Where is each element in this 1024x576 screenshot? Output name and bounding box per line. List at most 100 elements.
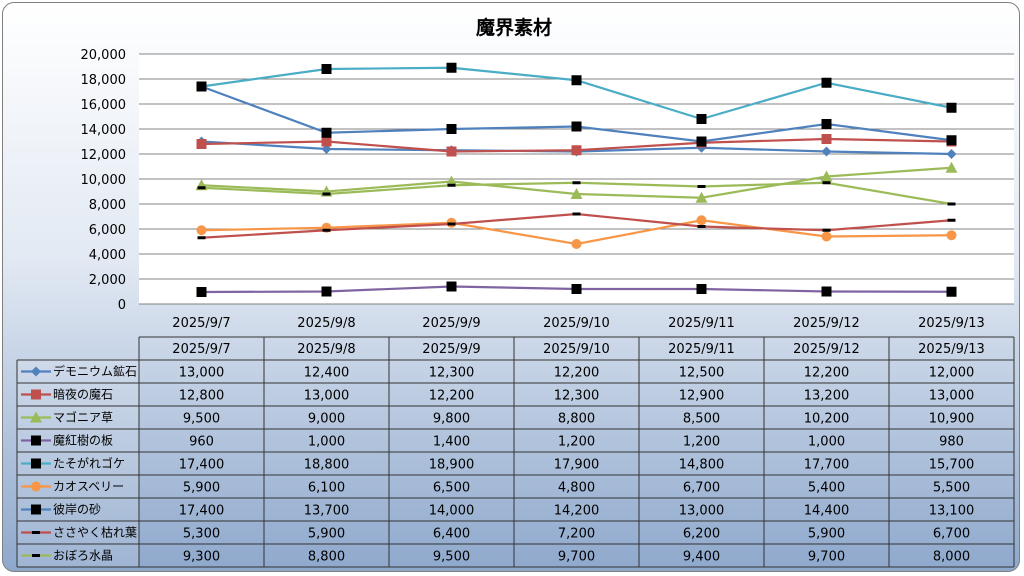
table-cell: 8,000 bbox=[933, 550, 970, 565]
x-tick-label: 2025/9/9 bbox=[422, 316, 480, 331]
data-point bbox=[820, 170, 833, 182]
data-point bbox=[196, 287, 207, 297]
table-cell: 14,200 bbox=[554, 504, 600, 519]
data-point bbox=[572, 212, 581, 216]
table-cell: 5,300 bbox=[183, 527, 220, 542]
table-header-cell: 2025/9/13 bbox=[918, 342, 985, 357]
table-cell: 13,000 bbox=[929, 389, 975, 404]
table-cell: 10,900 bbox=[929, 412, 975, 427]
data-point bbox=[946, 102, 957, 113]
series-group bbox=[197, 212, 956, 240]
data-point bbox=[571, 284, 582, 294]
series-group bbox=[196, 281, 957, 297]
legend-key bbox=[21, 554, 51, 557]
table-cell: 13,200 bbox=[804, 389, 850, 404]
legend-key bbox=[21, 435, 51, 446]
table-header-cell: 2025/9/10 bbox=[543, 342, 610, 357]
series-lines bbox=[195, 62, 958, 297]
table-cell: 9,500 bbox=[433, 550, 470, 565]
table-cell: 18,900 bbox=[429, 458, 475, 473]
y-tick-label: 14,000 bbox=[81, 123, 127, 138]
table-cell: 9,000 bbox=[308, 412, 345, 427]
y-tick-label: 8,000 bbox=[89, 198, 126, 213]
legend-marker bbox=[32, 531, 40, 534]
table-cell: 9,800 bbox=[433, 412, 470, 427]
table-cell: 17,900 bbox=[554, 458, 600, 473]
table-cell: 5,500 bbox=[933, 481, 970, 496]
table-cell: 13,000 bbox=[304, 389, 350, 404]
x-axis-ticks: 2025/9/7 2025/9/8 2025/9/9 2025/9/10 2025/9/… bbox=[172, 316, 985, 331]
y-tick-label: 16,000 bbox=[81, 98, 127, 113]
table-cell: 12,900 bbox=[679, 389, 725, 404]
table-cell: 5,900 bbox=[183, 481, 220, 496]
data-point bbox=[321, 127, 332, 138]
y-tick-label: 2,000 bbox=[89, 273, 126, 288]
table-cell: 5,900 bbox=[808, 527, 845, 542]
table-cell: 1,200 bbox=[558, 435, 595, 450]
data-point bbox=[322, 192, 331, 196]
table-cell: 8,800 bbox=[308, 550, 345, 565]
table-cell: 8,800 bbox=[558, 412, 595, 427]
x-tick-label: 2025/9/7 bbox=[172, 316, 230, 331]
legend-label: カオスベリー bbox=[53, 480, 124, 494]
data-point bbox=[821, 119, 832, 129]
table-cell: 12,200 bbox=[554, 366, 600, 381]
data-point bbox=[321, 136, 332, 147]
y-tick-label: 0 bbox=[118, 298, 126, 313]
data-point bbox=[696, 114, 707, 124]
table-header-cell: 2025/9/11 bbox=[668, 342, 735, 357]
table-cell: 980 bbox=[939, 435, 964, 450]
table-cell: 12,400 bbox=[304, 366, 350, 381]
legend-label: デモニウム鉱石 bbox=[53, 364, 137, 379]
chart-title: 魔界素材 bbox=[476, 16, 552, 39]
table-cell: 6,200 bbox=[683, 527, 720, 542]
data-point bbox=[947, 202, 956, 206]
table-cell: 13,000 bbox=[679, 504, 725, 519]
table-cell: 8,500 bbox=[683, 412, 720, 427]
table-cell: 17,700 bbox=[804, 458, 850, 473]
table-cell: 15,700 bbox=[929, 458, 975, 473]
legend-key bbox=[21, 389, 51, 400]
table-header-cell: 2025/9/12 bbox=[793, 342, 860, 357]
table-cell: 12,200 bbox=[429, 389, 475, 404]
data-point bbox=[571, 239, 582, 249]
y-tick-label: 12,000 bbox=[81, 148, 127, 163]
table-cell: 1,200 bbox=[683, 435, 720, 450]
data-point bbox=[821, 231, 832, 242]
table-cell: 14,400 bbox=[804, 504, 850, 519]
series-group bbox=[196, 81, 957, 147]
legend-marker bbox=[31, 458, 41, 469]
legend-label: 魔紅樹の板 bbox=[53, 433, 113, 448]
data-point bbox=[446, 62, 457, 73]
table-cell: 17,400 bbox=[179, 504, 225, 519]
table-cell: 17,400 bbox=[179, 458, 225, 473]
x-tick-label: 2025/9/12 bbox=[793, 316, 860, 331]
y-tick-label: 18,000 bbox=[81, 73, 127, 88]
legend-marker bbox=[30, 411, 42, 423]
legend-key bbox=[21, 481, 51, 492]
data-point bbox=[321, 286, 332, 297]
table-cell: 1,000 bbox=[308, 435, 345, 450]
legend-key bbox=[21, 458, 51, 469]
legend-key bbox=[21, 366, 51, 377]
table-cell: 1,400 bbox=[433, 435, 470, 450]
table-cell: 13,000 bbox=[179, 366, 225, 381]
table-cell: 18,800 bbox=[304, 458, 350, 473]
data-point bbox=[696, 215, 707, 226]
data-point bbox=[946, 230, 957, 241]
data-point bbox=[946, 135, 957, 146]
data-point bbox=[196, 225, 207, 236]
data-point bbox=[446, 281, 457, 292]
table-cell: 14,800 bbox=[679, 458, 725, 473]
table-cell: 12,800 bbox=[179, 389, 225, 404]
legend-label: 彼岸の砂 bbox=[53, 503, 101, 517]
data-point bbox=[322, 228, 331, 232]
data-point bbox=[821, 146, 832, 157]
table-cell: 9,700 bbox=[558, 550, 595, 565]
data-point bbox=[571, 145, 582, 156]
data-point bbox=[571, 75, 582, 86]
x-tick-label: 2025/9/8 bbox=[297, 316, 355, 331]
table-cell: 1,000 bbox=[808, 435, 845, 450]
legend-label: たそがれゴケ bbox=[53, 456, 125, 471]
data-point bbox=[822, 181, 831, 185]
